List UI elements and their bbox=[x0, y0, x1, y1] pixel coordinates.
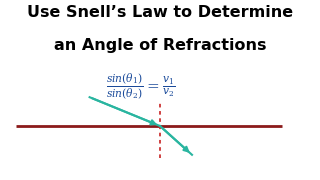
Text: $\frac{sin(\theta_1)}{sin(\theta_2)} = \frac{v_1}{v_2}$: $\frac{sin(\theta_1)}{sin(\theta_2)} = \… bbox=[106, 72, 175, 102]
Text: Use Snell’s Law to Determine: Use Snell’s Law to Determine bbox=[27, 5, 293, 20]
Text: an Angle of Refractions: an Angle of Refractions bbox=[54, 38, 266, 53]
